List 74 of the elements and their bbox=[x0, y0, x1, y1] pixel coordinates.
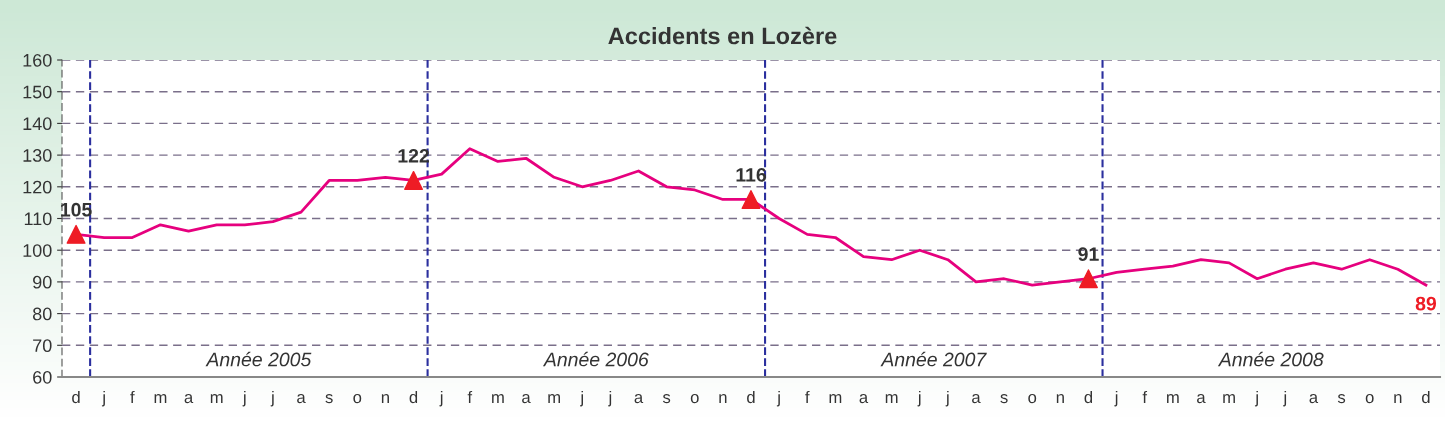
point bbox=[1078, 269, 1098, 289]
x-tick-label: m bbox=[885, 394, 898, 403]
x-tick-label: a bbox=[184, 394, 194, 404]
x-tick-label: j bbox=[917, 390, 921, 407]
data-label: 89 bbox=[1415, 296, 1437, 311]
x-tick-label: m bbox=[829, 394, 842, 403]
x-tick-label: j bbox=[945, 390, 949, 407]
point bbox=[66, 224, 86, 244]
x-tick-label: a bbox=[522, 394, 531, 404]
x-tick-label: j bbox=[439, 390, 443, 407]
x-tick-label: d bbox=[747, 390, 755, 404]
x-tick-label: o bbox=[690, 394, 699, 404]
x-tick-label: j bbox=[1283, 390, 1287, 407]
x-tick-label: f bbox=[805, 390, 810, 403]
x-tick-label: s bbox=[662, 394, 671, 404]
x-tick-label: s bbox=[325, 394, 333, 404]
annotation: Année 2007 bbox=[880, 351, 987, 367]
y-tick-label: 160 bbox=[23, 53, 52, 67]
x-tick-label: n bbox=[381, 394, 389, 403]
x-tick-label: m bbox=[210, 394, 223, 403]
point bbox=[404, 170, 424, 190]
annotation: Année 2005 bbox=[205, 351, 312, 367]
y-tick-label: 150 bbox=[23, 85, 52, 99]
x-tick-label: s bbox=[1337, 394, 1346, 404]
x-tick-label: d bbox=[72, 390, 80, 404]
data-label: 105 bbox=[61, 202, 92, 217]
x-tick-label: s bbox=[1000, 394, 1008, 404]
x-tick-label: a bbox=[1197, 394, 1206, 404]
x-tick-label: n bbox=[1056, 394, 1064, 403]
x-tick-label: n bbox=[719, 394, 727, 403]
x-tick-label: j bbox=[580, 390, 583, 407]
x-tick-label: j bbox=[101, 390, 105, 407]
x-tick-label: d bbox=[1422, 390, 1430, 404]
data-label: 122 bbox=[398, 148, 429, 163]
annotation: Année 2006 bbox=[542, 351, 649, 367]
x-tick-label: a bbox=[297, 394, 306, 404]
x-tick-label: f bbox=[467, 390, 473, 403]
x-tick-label: m bbox=[492, 394, 504, 403]
y-tick-label: 110 bbox=[24, 212, 52, 226]
chart-title: Accidents en Lozère bbox=[608, 26, 837, 45]
x-tick-label: o bbox=[353, 394, 362, 404]
y-tick-label: 80 bbox=[32, 307, 52, 321]
x-tick-label: a bbox=[634, 394, 644, 404]
x-tick-label: d bbox=[1084, 390, 1093, 404]
x-tick-label: d bbox=[409, 390, 418, 404]
x-tick-label: a bbox=[972, 394, 981, 404]
x-tick-label: j bbox=[776, 390, 780, 407]
y-tick-label: 90 bbox=[33, 275, 52, 289]
point bbox=[741, 190, 761, 209]
y-tick-label: 140 bbox=[23, 117, 52, 131]
y-tick-label: 60 bbox=[33, 370, 52, 384]
x-tick-label: f bbox=[1142, 390, 1148, 403]
y-tick-label: 130 bbox=[23, 149, 52, 162]
x-tick-label: m bbox=[1167, 394, 1179, 403]
y-tick-label: 70 bbox=[33, 339, 52, 353]
x-tick-label: j bbox=[270, 390, 274, 407]
x-tick-label: j bbox=[1254, 390, 1258, 407]
x-tick-label: a bbox=[859, 394, 869, 404]
x-tick-label: m bbox=[1223, 394, 1235, 403]
x-tick-label: o bbox=[1028, 394, 1037, 404]
x-tick-label: o bbox=[1365, 394, 1374, 404]
y-tick-label: 100 bbox=[23, 244, 52, 257]
y-tick-label: 120 bbox=[23, 180, 52, 194]
x-tick-label: m bbox=[548, 394, 560, 403]
data-label: 116 bbox=[736, 167, 766, 182]
x-tick-label: j bbox=[242, 390, 246, 407]
data-label: 91 bbox=[1078, 247, 1099, 261]
x-tick-label: n bbox=[1394, 394, 1402, 403]
x-tick-label: f bbox=[130, 390, 135, 403]
x-tick-label: a bbox=[1309, 394, 1319, 404]
annotation: Année 2008 bbox=[1217, 351, 1324, 367]
x-tick-label: m bbox=[154, 394, 167, 403]
x-tick-label: j bbox=[608, 390, 612, 407]
x-tick-label: j bbox=[1114, 390, 1118, 407]
